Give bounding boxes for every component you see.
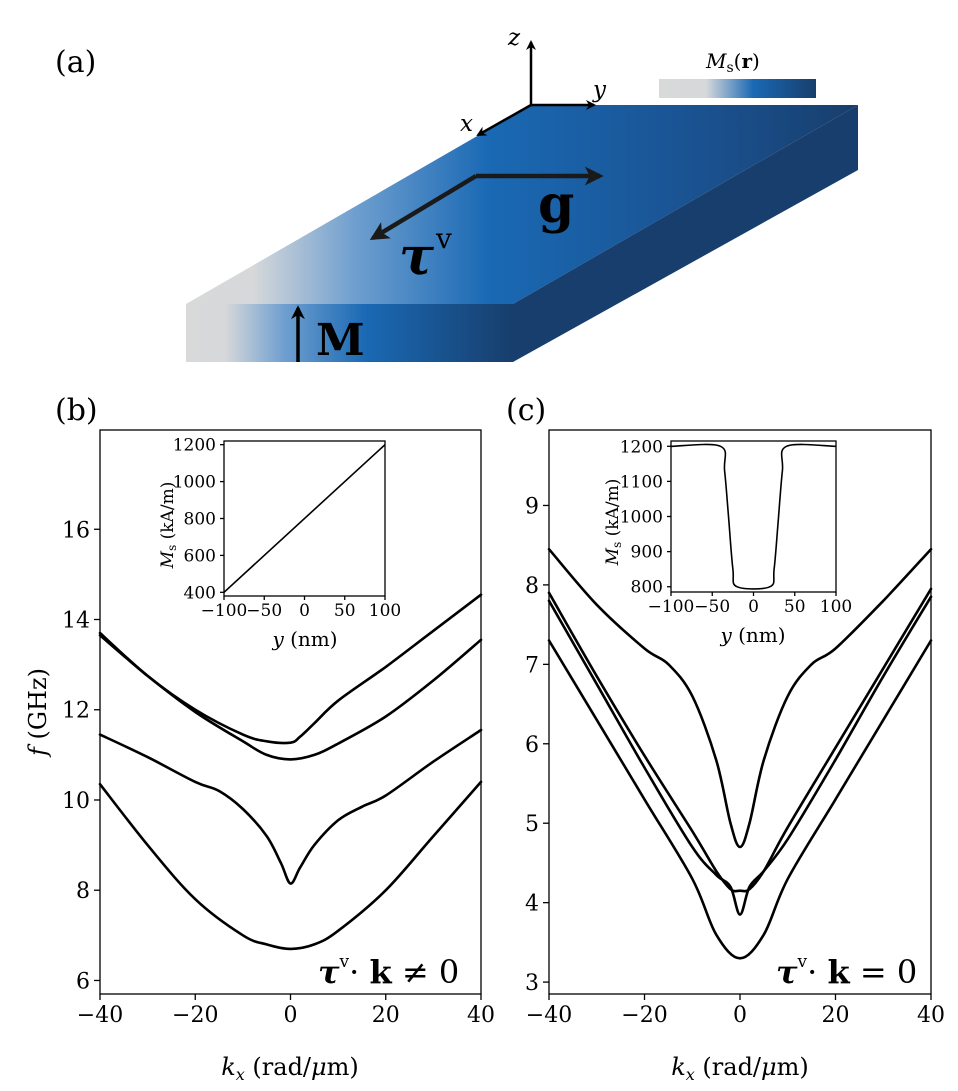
chart-c-inset-xlabel: y (nm) xyxy=(719,623,785,647)
chart-c-inset-xtick-label: −50 xyxy=(694,597,730,617)
chart-b-xlabel: kx (rad/μm) xyxy=(221,1053,359,1084)
axis-z-label: z xyxy=(507,25,521,51)
chart-b-inset-xlabel: y (nm) xyxy=(271,627,337,651)
chart-b-ytick-label: 12 xyxy=(62,699,90,724)
colorbar-gradient xyxy=(659,79,816,98)
chart-c-inset-xtick-label: 50 xyxy=(784,597,806,617)
chart-c-inset-xtick-label: 0 xyxy=(748,597,759,617)
chart-b-series-1-line xyxy=(98,780,483,951)
chart-b-xtick-label: 20 xyxy=(372,1003,400,1028)
chart-b-inset-xtick-label: −50 xyxy=(246,601,282,621)
vector-M: M xyxy=(291,305,365,366)
chart-b-inset-ytick-label: 600 xyxy=(184,546,216,566)
chart-b-inset-xtick-label: −100 xyxy=(201,601,248,621)
panel-c-annotation: τv· k = 0 xyxy=(776,952,917,991)
chart-b-ytick-label: 8 xyxy=(76,879,90,904)
chart-c-xtick-label: 20 xyxy=(822,1003,850,1028)
panel-a-label: (a) xyxy=(55,45,96,80)
axis-y-label: y xyxy=(592,77,607,103)
chart-b-xtick-label: 0 xyxy=(284,1003,298,1028)
chart-b-xtick-label: 40 xyxy=(467,1003,495,1028)
chart-c-ytick-label: 8 xyxy=(525,574,539,599)
chart-b-inset-xtick-label: 0 xyxy=(299,601,310,621)
chart-c-ytick-label: 5 xyxy=(525,812,539,837)
axis-x-label: x xyxy=(460,111,473,137)
chart-b-inset-series-1-line xyxy=(223,444,386,593)
chart-b-inset: −100−50 0 50 100 400 600 800 1000 1200 xyxy=(173,436,401,621)
chart-c-inset: −100 −50 0 50 100 800 900 1000 1100 1200 xyxy=(620,437,852,617)
panel-b-annotation: τv· k ≠ 0 xyxy=(318,952,459,991)
panel-a: (a) z y x Ms(r) g τv M xyxy=(55,25,858,366)
chart-c-xtick-label: 0 xyxy=(733,1003,747,1028)
chart-c: −40 −20 0 20 40 3 4 5 6 7 8 9 xyxy=(525,429,945,1028)
tau-symbol: τ xyxy=(399,226,435,287)
chart-c-inset-plot-area xyxy=(671,441,836,592)
chart-b-ytick-label: 6 xyxy=(76,969,90,994)
colorbar: Ms(r) xyxy=(659,49,816,98)
chart-c-inset-xtick-label: 100 xyxy=(820,597,852,617)
chart-c-ytick-label: 4 xyxy=(525,892,539,917)
tau-arrow xyxy=(369,174,478,240)
chart-b-ytick-label: 16 xyxy=(62,518,90,543)
panel-c-label: (c) xyxy=(506,393,546,428)
chart-c-series-4-line xyxy=(547,547,933,849)
chart-c-ytick-label: 7 xyxy=(525,653,539,678)
M-label: M xyxy=(316,315,365,366)
chart-c-inset-ytick-label: 1000 xyxy=(620,508,663,528)
chart-c-inset-ytick-label: 900 xyxy=(631,543,663,563)
coordinate-axes: z y x xyxy=(460,25,607,137)
chart-b-inset-xtick-label: 100 xyxy=(369,601,401,621)
chart-b: −40 −20 0 20 40 6 8 10 12 14 16 xyxy=(62,429,495,1028)
tau-sup: v xyxy=(435,222,452,255)
slab-top-face xyxy=(186,105,858,304)
chart-c-ytick-label: 6 xyxy=(525,733,539,758)
chart-b-xtick-label: −20 xyxy=(172,1003,218,1028)
chart-b-inset-ytick-label: 400 xyxy=(184,583,216,603)
chart-b-series-2-line xyxy=(98,728,483,885)
chart-b-series-3-line xyxy=(98,634,483,761)
chart-c-inset-ytick-label: 800 xyxy=(631,578,663,598)
chart-c-inset-ylabel: Ms (kA/m) xyxy=(603,479,624,567)
vector-g: g xyxy=(476,166,604,235)
chart-c-series-1-line xyxy=(547,639,933,960)
vector-tau: τv xyxy=(369,174,478,287)
g-label: g xyxy=(538,174,574,235)
chart-b-ylabel: f (GHz) xyxy=(24,668,52,758)
chart-c-inset-series-1-line xyxy=(670,443,837,590)
chart-b-inset-ytick-label: 800 xyxy=(184,510,216,530)
axis-x-arrow xyxy=(476,103,532,137)
chart-c-xlabel: kx (rad/μm) xyxy=(671,1053,809,1084)
colorbar-label: Ms(r) xyxy=(705,49,760,76)
chart-c-ytick-label: 3 xyxy=(525,971,539,996)
slab-side-face xyxy=(513,105,858,362)
chart-c-series-2-line xyxy=(547,595,933,916)
chart-b-inset-ytick-label: 1000 xyxy=(173,473,216,493)
slab xyxy=(186,105,858,362)
chart-b-inset-xtick-label: 50 xyxy=(334,601,356,621)
chart-b-series-4-line xyxy=(98,593,483,745)
chart-b-inset-ylabel: Ms (kA/m) xyxy=(158,482,179,570)
chart-c-inset-ytick-label: 1100 xyxy=(620,472,663,492)
chart-b-xtick-label: −40 xyxy=(77,1003,123,1028)
chart-c-xtick-label: 40 xyxy=(917,1003,945,1028)
panel-c: (c) −40 −20 0 20 40 3 4 5 6 7 8 9 −100 −50 0 50 100 800 9… xyxy=(506,393,945,1084)
chart-c-series-3-line xyxy=(547,587,933,893)
chart-b-ytick-label: 14 xyxy=(62,609,90,634)
tau-label: τv xyxy=(399,222,452,287)
chart-c-ytick-label: 9 xyxy=(525,494,539,519)
chart-c-inset-xtick-label: −100 xyxy=(648,597,695,617)
chart-b-ytick-label: 10 xyxy=(62,789,90,814)
panel-b: (b) −40 −20 0 20 40 6 8 10 12 14 16 −100−50 0 50 100 4… xyxy=(24,393,495,1084)
slab-front-face xyxy=(186,304,513,362)
chart-c-inset-ytick-label: 1200 xyxy=(620,437,663,457)
chart-b-inset-ytick-label: 1200 xyxy=(173,436,216,456)
chart-c-xtick-label: −40 xyxy=(526,1003,572,1028)
chart-c-xtick-label: −20 xyxy=(621,1003,667,1028)
panel-b-label: (b) xyxy=(55,393,98,428)
